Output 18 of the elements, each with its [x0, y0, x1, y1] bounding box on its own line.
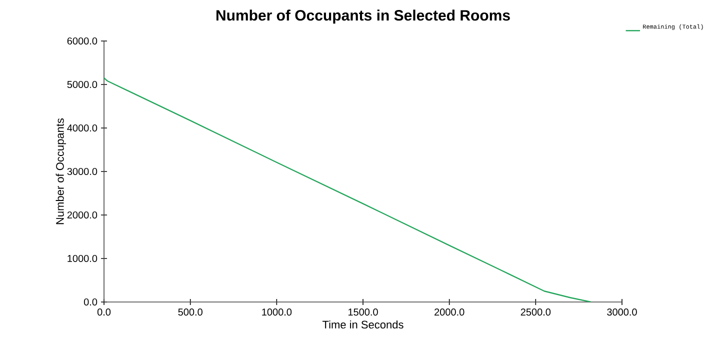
y-tick-label: 6000.0 [67, 37, 98, 45]
y-tick-label: 3000.0 [67, 168, 98, 176]
y-tick-label: 2000.0 [67, 211, 98, 219]
y-tick-label: 0.0 [84, 298, 98, 306]
x-tick-label: 3000.0 [607, 308, 637, 316]
x-tick-label: 500.0 [178, 308, 202, 316]
chart-title: Number of Occupants in Selected Rooms [216, 10, 510, 24]
x-tick-label: 2500.0 [520, 308, 551, 316]
x-tick-label: 1000.0 [262, 308, 292, 316]
y-tick-label: 1000.0 [68, 254, 98, 262]
x-tick-label: 1500.0 [348, 308, 378, 316]
y-axis-title: Number of Occupants [56, 118, 66, 224]
x-axis-title: Time in Seconds [322, 320, 404, 329]
x-tick-label: 2000.0 [434, 308, 464, 316]
y-tick-label: 5000.0 [67, 80, 98, 88]
y-tick-label: 4000.0 [67, 124, 98, 132]
line-series [104, 77, 592, 302]
x-tick-label: 0.0 [97, 308, 111, 316]
